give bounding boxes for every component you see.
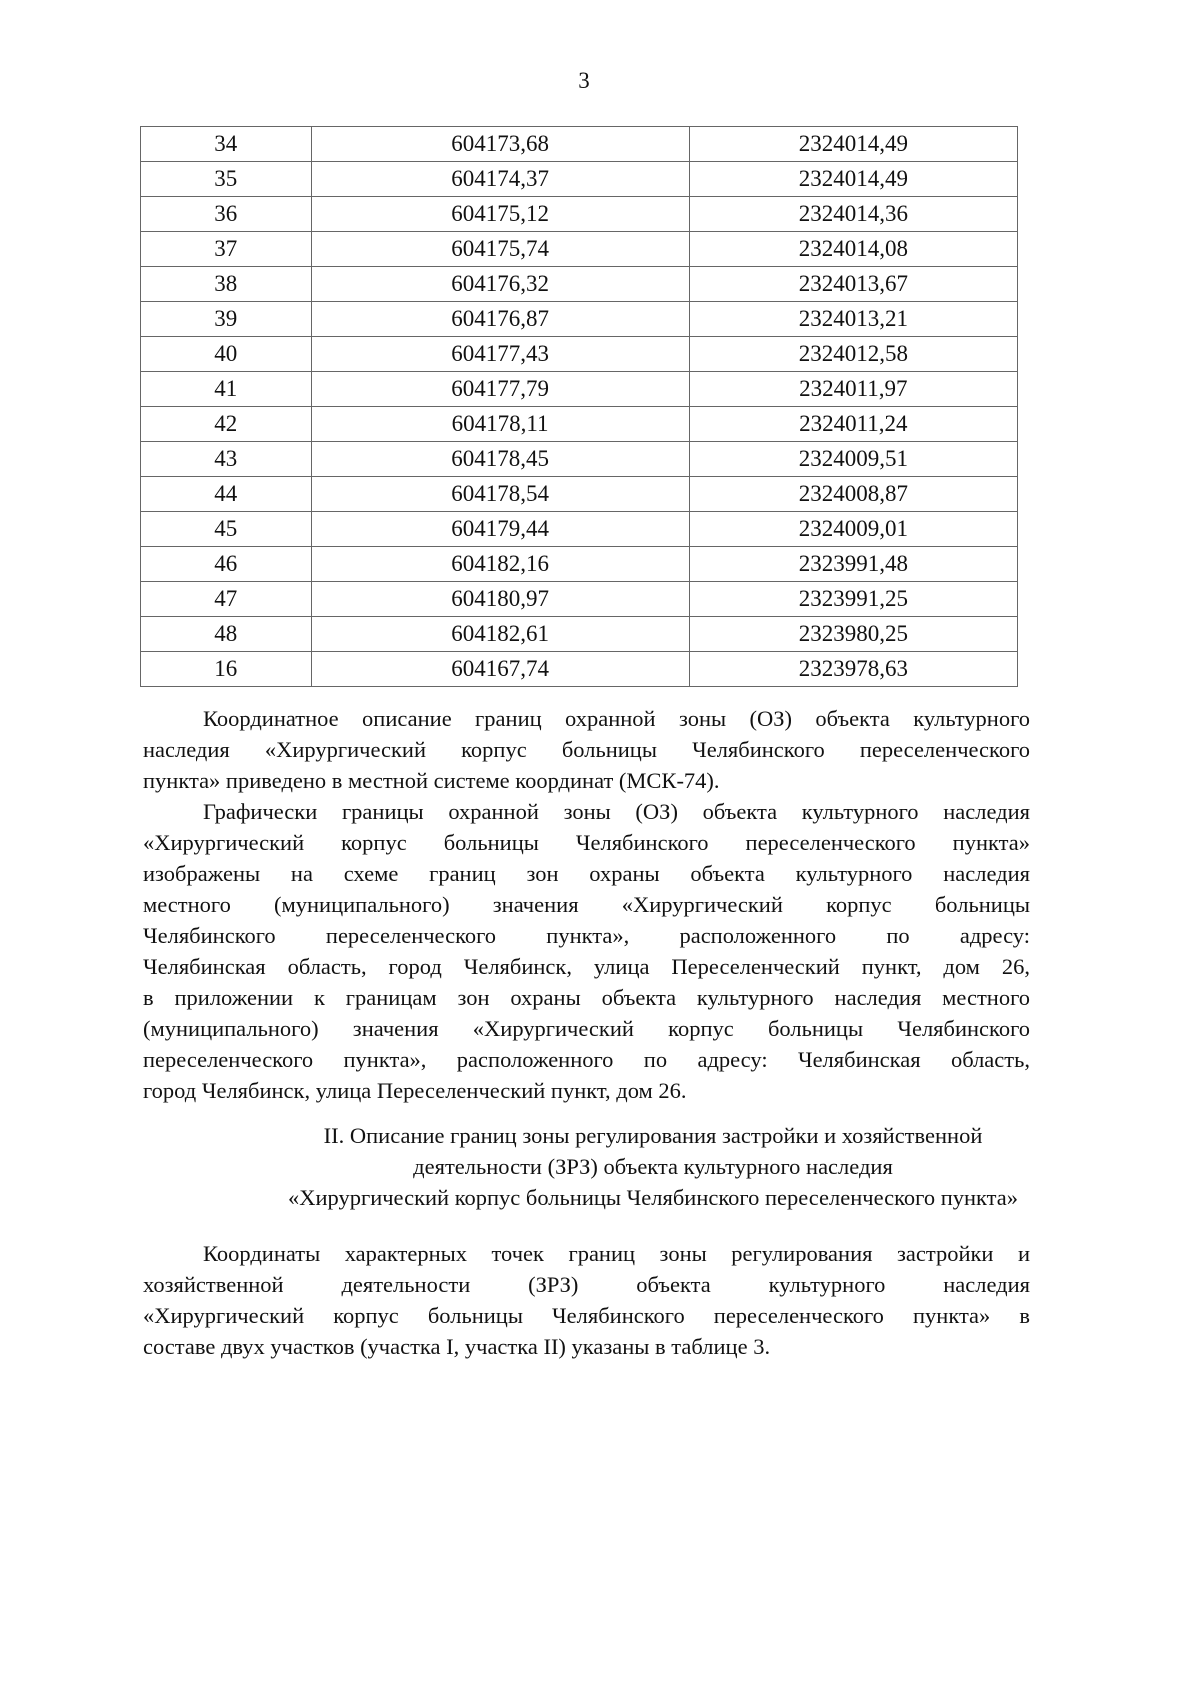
x-coordinate-cell: 604177,79 <box>310 371 690 407</box>
y-coordinate-cell: 2324011,97 <box>688 371 1019 407</box>
table-row: 40 604177,43 2324012,58 <box>140 336 1019 372</box>
text-line: Координатное описание границ охранной зо… <box>203 706 1030 731</box>
point-number-cell: 41 <box>140 371 312 407</box>
text-line: переселенческого пункта», расположенного… <box>143 1047 1030 1072</box>
x-coordinate-cell: 604176,87 <box>310 301 690 337</box>
x-coordinate-cell: 604173,68 <box>310 126 690 162</box>
table-row: 42 604178,11 2324011,24 <box>140 406 1019 442</box>
text-line: Координаты характерных точек границ зоны… <box>203 1241 1030 1266</box>
x-coordinate-cell: 604182,16 <box>310 546 690 582</box>
table-row: 37 604175,74 2324014,08 <box>140 231 1019 267</box>
text-line: составе двух участков (участка I, участк… <box>143 1334 771 1359</box>
x-coordinate-cell: 604175,12 <box>310 196 690 232</box>
table-row: 44 604178,54 2324008,87 <box>140 476 1019 512</box>
point-number-cell: 45 <box>140 511 312 547</box>
y-coordinate-cell: 2324011,24 <box>688 406 1019 442</box>
x-coordinate-cell: 604178,45 <box>310 441 690 477</box>
point-number-cell: 34 <box>140 126 312 162</box>
point-number-cell: 40 <box>140 336 312 372</box>
table-row: 41 604177,79 2324011,97 <box>140 371 1019 407</box>
y-coordinate-cell: 2324013,21 <box>688 301 1019 337</box>
y-coordinate-cell: 2324014,08 <box>688 231 1019 267</box>
table-row: 48 604182,61 2323980,25 <box>140 616 1019 652</box>
x-coordinate-cell: 604178,11 <box>310 406 690 442</box>
table-row: 46 604182,16 2323991,48 <box>140 546 1019 582</box>
heading-line: деятельности (ЗРЗ) объекта культурного н… <box>413 1154 893 1179</box>
x-coordinate-cell: 604179,44 <box>310 511 690 547</box>
x-coordinate-cell: 604167,74 <box>310 651 690 687</box>
x-coordinate-cell: 604178,54 <box>310 476 690 512</box>
x-coordinate-cell: 604176,32 <box>310 266 690 302</box>
text-line: пункта» приведено в местной системе коор… <box>143 768 720 793</box>
text-line: Челябинская область, город Челябинск, ул… <box>143 954 1030 979</box>
table-row: 36 604175,12 2324014,36 <box>140 196 1019 232</box>
text-line: местного (муниципального) значения «Хиру… <box>143 892 1030 917</box>
point-number-cell: 16 <box>140 651 312 687</box>
y-coordinate-cell: 2324009,51 <box>688 441 1019 477</box>
table-row: 34 604173,68 2324014,49 <box>140 126 1019 162</box>
coordinates-table: 34 604173,68 2324014,49 35 604174,37 2324014,… <box>140 126 1019 687</box>
y-coordinate-cell: 2324009,01 <box>688 511 1019 547</box>
page-number: 3 <box>578 68 590 93</box>
point-number-cell: 36 <box>140 196 312 232</box>
point-number-cell: 48 <box>140 616 312 652</box>
y-coordinate-cell: 2324014,36 <box>688 196 1019 232</box>
paragraph-zrz-coordinates: Координаты характерных точек границ зоны… <box>143 1238 1030 1362</box>
table-row: 39 604176,87 2324013,21 <box>140 301 1019 337</box>
text-line: «Хирургический корпус больницы Челябинск… <box>143 830 1030 855</box>
text-line: «Хирургический корпус больницы Челябинск… <box>143 1303 1030 1328</box>
x-coordinate-cell: 604177,43 <box>310 336 690 372</box>
text-line: хозяйственной деятельности (ЗРЗ) объекта… <box>143 1272 1030 1297</box>
y-coordinate-cell: 2324008,87 <box>688 476 1019 512</box>
x-coordinate-cell: 604174,37 <box>310 161 690 197</box>
paragraph-oz-description: Координатное описание границ охранной зо… <box>143 703 1030 796</box>
x-coordinate-cell: 604182,61 <box>310 616 690 652</box>
point-number-cell: 38 <box>140 266 312 302</box>
table-row: 38 604176,32 2324013,67 <box>140 266 1019 302</box>
point-number-cell: 46 <box>140 546 312 582</box>
y-coordinate-cell: 2323978,63 <box>688 651 1019 687</box>
text-line: наследия «Хирургический корпус больницы … <box>143 737 1030 762</box>
y-coordinate-cell: 2324014,49 <box>688 126 1019 162</box>
y-coordinate-cell: 2323980,25 <box>688 616 1019 652</box>
y-coordinate-cell: 2323991,25 <box>688 581 1019 617</box>
section-heading: II. Описание границ зоны регулирования з… <box>143 1120 1163 1213</box>
text-line: Челябинского переселенческого пункта», р… <box>143 923 1030 948</box>
x-coordinate-cell: 604180,97 <box>310 581 690 617</box>
point-number-cell: 42 <box>140 406 312 442</box>
y-coordinate-cell: 2323991,48 <box>688 546 1019 582</box>
table-row: 45 604179,44 2324009,01 <box>140 511 1019 547</box>
table-row: 43 604178,45 2324009,51 <box>140 441 1019 477</box>
table-row: 47 604180,97 2323991,25 <box>140 581 1019 617</box>
point-number-cell: 47 <box>140 581 312 617</box>
y-coordinate-cell: 2324012,58 <box>688 336 1019 372</box>
y-coordinate-cell: 2324013,67 <box>688 266 1019 302</box>
paragraph-graphic-boundaries: Графически границы охранной зоны (ОЗ) об… <box>143 796 1030 1106</box>
y-coordinate-cell: 2324014,49 <box>688 161 1019 197</box>
table-row: 35 604174,37 2324014,49 <box>140 161 1019 197</box>
point-number-cell: 39 <box>140 301 312 337</box>
text-line: в приложении к границам зон охраны объек… <box>143 985 1030 1010</box>
point-number-cell: 44 <box>140 476 312 512</box>
heading-line: II. Описание границ зоны регулирования з… <box>323 1123 983 1148</box>
point-number-cell: 43 <box>140 441 312 477</box>
text-line: Графически границы охранной зоны (ОЗ) об… <box>203 799 1030 824</box>
point-number-cell: 37 <box>140 231 312 267</box>
text-line: город Челябинск, улица Переселенческий п… <box>143 1078 687 1103</box>
text-line: (муниципального) значения «Хирургический… <box>143 1016 1030 1041</box>
text-line: изображены на схеме границ зон охраны об… <box>143 861 1030 886</box>
x-coordinate-cell: 604175,74 <box>310 231 690 267</box>
point-number-cell: 35 <box>140 161 312 197</box>
heading-line: «Хирургический корпус больницы Челябинск… <box>287 1185 1019 1210</box>
table-row: 16 604167,74 2323978,63 <box>140 651 1019 687</box>
